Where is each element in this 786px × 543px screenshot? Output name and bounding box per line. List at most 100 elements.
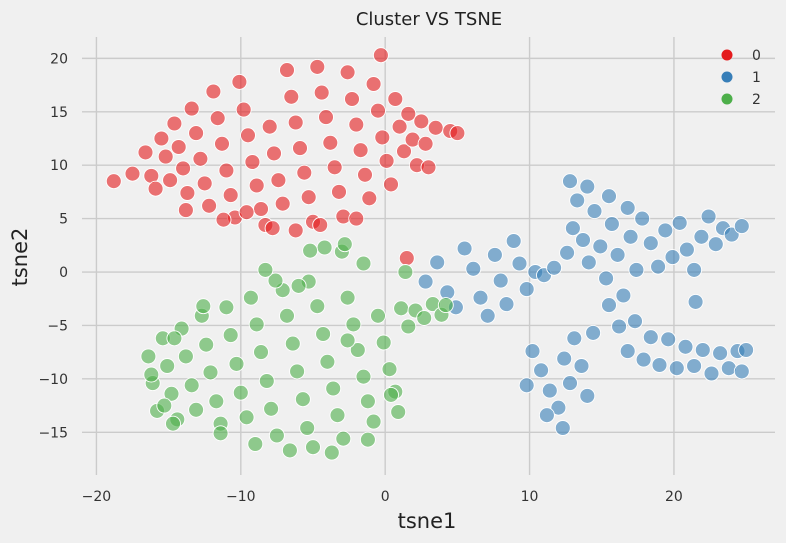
point-cluster-2 <box>218 299 235 316</box>
point-cluster-1 <box>533 362 550 379</box>
point-cluster-0 <box>348 210 365 227</box>
point-cluster-1 <box>562 375 578 392</box>
point-cluster-1 <box>562 173 578 190</box>
point-cluster-2 <box>163 385 180 402</box>
legend-marker-0 <box>721 49 733 61</box>
point-cluster-1 <box>585 324 602 341</box>
data-points <box>105 47 755 461</box>
x-tick-label: 20 <box>665 489 683 505</box>
point-cluster-1 <box>642 235 659 252</box>
point-cluster-0 <box>420 159 437 176</box>
point-cluster-2 <box>309 298 326 315</box>
point-cluster-2 <box>393 300 410 317</box>
point-cluster-1 <box>598 270 615 287</box>
x-tick-label: −20 <box>82 489 112 505</box>
point-cluster-0 <box>244 154 261 170</box>
y-tick-label: 0 <box>59 265 68 281</box>
point-cluster-0 <box>287 114 304 131</box>
y-tick-label: 5 <box>59 212 68 228</box>
point-cluster-1 <box>479 307 496 324</box>
point-cluster-1 <box>678 241 695 258</box>
point-cluster-2 <box>315 326 332 342</box>
point-cluster-1 <box>492 272 509 289</box>
point-cluster-2 <box>247 436 264 452</box>
point-cluster-0 <box>365 76 382 92</box>
point-cluster-2 <box>349 342 366 358</box>
point-cluster-0 <box>238 204 255 221</box>
point-cluster-1 <box>627 313 643 330</box>
point-cluster-1 <box>700 208 717 225</box>
point-cluster-0 <box>398 250 415 267</box>
point-cluster-0 <box>352 142 369 159</box>
point-cluster-1 <box>677 338 694 355</box>
point-cluster-1 <box>686 358 703 374</box>
point-cluster-0 <box>215 211 232 228</box>
point-cluster-2 <box>397 264 414 280</box>
point-cluster-1 <box>573 358 590 374</box>
point-cluster-1 <box>580 254 597 271</box>
point-cluster-2 <box>248 316 265 333</box>
point-cluster-2 <box>159 358 176 374</box>
x-axis-label: tsne1 <box>398 509 457 533</box>
point-cluster-1 <box>642 329 659 346</box>
point-cluster-2 <box>177 348 194 365</box>
point-cluster-2 <box>166 330 183 347</box>
point-cluster-0 <box>348 116 365 133</box>
y-tick-label: −15 <box>38 425 68 441</box>
point-cluster-1 <box>738 342 755 358</box>
point-cluster-2 <box>400 318 417 335</box>
point-cluster-0 <box>270 172 287 189</box>
point-cluster-0 <box>201 197 218 214</box>
point-cluster-1 <box>541 382 558 399</box>
point-cluster-2 <box>383 386 399 403</box>
point-cluster-1 <box>686 261 703 278</box>
point-cluster-0 <box>253 201 269 217</box>
point-cluster-1 <box>603 216 620 232</box>
point-cluster-0 <box>417 135 434 152</box>
y-tick-labels: −15 −10 −5 0 5 10 15 20 <box>38 51 68 441</box>
point-cluster-0 <box>322 134 339 151</box>
point-cluster-1 <box>429 254 446 271</box>
point-cluster-1 <box>712 345 729 362</box>
point-cluster-0 <box>248 177 265 194</box>
point-cluster-2 <box>242 289 259 306</box>
point-cluster-0 <box>326 159 343 176</box>
point-cluster-2 <box>355 368 372 385</box>
point-cluster-2 <box>279 307 295 324</box>
point-cluster-1 <box>456 240 473 257</box>
point-cluster-1 <box>566 330 583 347</box>
point-cluster-2 <box>329 407 346 424</box>
point-cluster-0 <box>391 118 408 135</box>
point-cluster-1 <box>465 260 482 277</box>
y-tick-label: 15 <box>50 105 68 121</box>
point-cluster-1 <box>559 244 576 261</box>
point-cluster-0 <box>372 47 389 64</box>
point-cluster-2 <box>290 277 307 294</box>
point-cluster-2 <box>339 289 356 306</box>
point-cluster-1 <box>592 238 609 255</box>
x-tick-labels: −20 −10 0 10 20 <box>82 489 683 505</box>
point-cluster-1 <box>579 178 596 195</box>
point-cluster-0 <box>157 148 174 165</box>
y-tick-label: 10 <box>50 158 68 174</box>
point-cluster-0 <box>387 91 404 107</box>
point-cluster-1 <box>611 318 628 335</box>
point-cluster-0 <box>331 183 347 200</box>
point-cluster-0 <box>312 217 329 233</box>
point-cluster-2 <box>258 373 275 389</box>
point-cluster-1 <box>554 420 571 436</box>
point-cluster-0 <box>339 64 356 81</box>
point-cluster-1 <box>601 297 617 314</box>
point-cluster-2 <box>437 297 454 314</box>
point-cluster-1 <box>505 233 522 249</box>
point-cluster-1 <box>694 342 711 358</box>
point-cluster-0 <box>166 115 183 132</box>
point-cluster-1 <box>650 258 667 275</box>
point-cluster-2 <box>284 335 301 352</box>
point-cluster-0 <box>292 140 308 157</box>
legend-label-0: 0 <box>752 48 761 64</box>
point-cluster-2 <box>375 334 392 351</box>
point-cluster-0 <box>318 109 334 126</box>
point-cluster-0 <box>279 62 295 79</box>
point-cluster-1 <box>564 220 581 237</box>
